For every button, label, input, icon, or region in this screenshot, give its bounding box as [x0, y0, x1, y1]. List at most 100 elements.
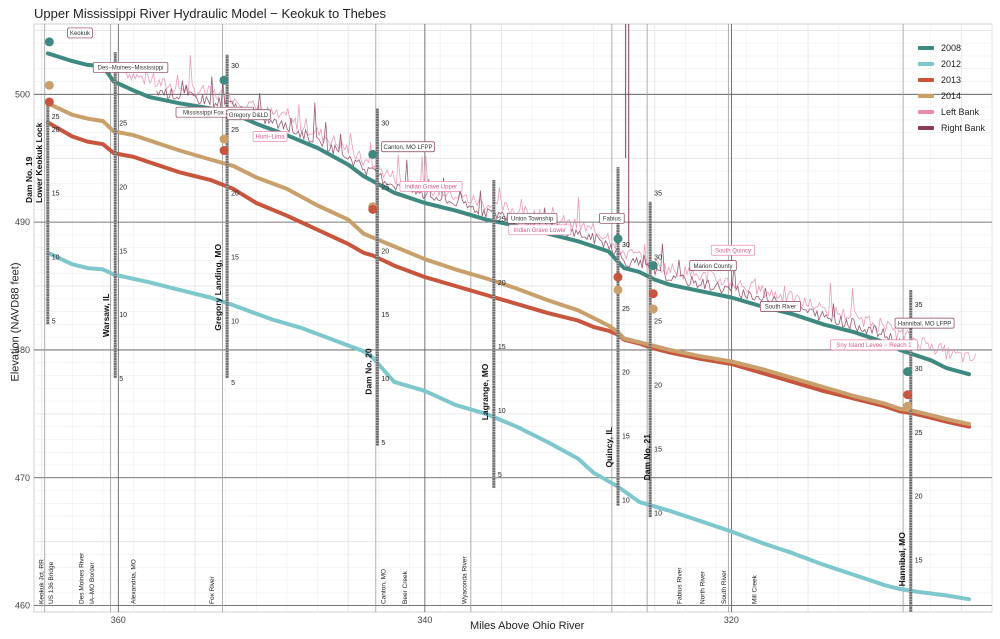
bank-label-box — [689, 260, 737, 271]
gauge-tick-label: 5 — [231, 380, 235, 387]
legend-label: 2012 — [941, 59, 962, 69]
bank-label: Mississippi Fox 2 Lower — [183, 110, 247, 116]
gauge-tick-label: 25 — [498, 216, 506, 223]
gauge-staff — [648, 201, 652, 518]
y-axis-title: Elevation (NAVD88 feet) — [9, 262, 22, 382]
x-tick-label: 360 — [111, 615, 126, 625]
series-line-2012 — [45, 250, 971, 602]
bank-label-box — [226, 109, 271, 121]
gauge-name-label: Warsaw, IL — [101, 293, 111, 337]
bank-label: Sny Island Levee − Reach 1 — [836, 343, 912, 349]
gauge-tick-label: 25 — [52, 114, 60, 121]
bank-label: Hunt–Lima — [256, 135, 286, 141]
bank-label: Des−Moines–Mississippi — [98, 66, 164, 72]
legend-key — [918, 78, 934, 82]
station-marker-2013 — [613, 272, 623, 282]
series-line-2013 — [45, 120, 971, 429]
bank-label-box — [92, 62, 169, 73]
station-marker-2013 — [648, 289, 658, 299]
gauge-tick-label: 20 — [622, 370, 630, 377]
location-label: Keokuk Jct. RR — [39, 559, 46, 604]
gauge-name-label: Hannibal, MO — [897, 532, 907, 587]
bank-label: Canton, MO LFPP — [383, 145, 432, 151]
legend-item: 2012 — [918, 56, 985, 72]
gauge-tick-label: 10 — [119, 312, 127, 319]
gauge-tick-label: 15 — [654, 446, 662, 453]
location-label: Beer Creek — [402, 570, 409, 604]
gauge-tick-label: 10 — [498, 408, 506, 415]
gauge-staff — [616, 167, 620, 506]
y-tick-label: 470 — [15, 473, 30, 483]
gauge-staff — [492, 179, 496, 489]
gauge-tick-label: 10 — [381, 376, 389, 383]
bank-label: Indian Grave Lower — [514, 228, 566, 234]
bank-label-box — [67, 27, 93, 39]
location-label: South River — [721, 569, 728, 604]
gauge-tick-label: 5 — [381, 440, 385, 447]
bank-label: Union Township — [511, 216, 554, 222]
legend-item: 2013 — [918, 72, 985, 88]
location-label: Fabius River — [676, 567, 683, 604]
gauge-tick-label: 35 — [915, 302, 923, 309]
legend-label: Right Bank — [941, 123, 986, 133]
bank-label: Hannibal, MO LFPP — [898, 321, 951, 327]
gauge-tick-label: 35 — [654, 191, 662, 198]
legend-key — [918, 126, 934, 130]
bank-label-box — [399, 180, 463, 192]
bank-label-box — [599, 212, 625, 224]
station-marker-2008 — [613, 234, 623, 244]
station-marker-2014 — [613, 285, 623, 295]
gauge-tick-label: 30 — [231, 63, 239, 70]
gauge-name-label: Lower Keokuk Lock — [34, 122, 44, 203]
gauge-tick-label: 10 — [622, 498, 630, 505]
bank-label-box — [381, 141, 435, 153]
location-label: US 136 Bridge — [48, 561, 55, 604]
gauge-tick-label: 25 — [381, 184, 389, 191]
station-marker-2008 — [219, 75, 229, 85]
y-tick-label: 500 — [15, 89, 30, 99]
legend-key — [918, 94, 934, 98]
right-bank-line — [156, 76, 901, 347]
location-label: North River — [699, 570, 706, 604]
gauge-tick-label: 25 — [119, 120, 127, 127]
gauge-name-label: Dam No. 21 — [642, 434, 652, 481]
gauge-tick-label: 20 — [119, 184, 127, 191]
location-label: Mill Creek — [751, 574, 758, 604]
gauge-tick-label: 15 — [498, 344, 506, 351]
y-tick-label: 460 — [15, 601, 30, 611]
gauge-tick-label: 5 — [52, 319, 56, 326]
gauge-tick-label: 5 — [498, 472, 502, 479]
location-label: IA–MO Border — [89, 562, 96, 604]
gauge-tick-label: 15 — [231, 255, 239, 262]
gauge-tick-label: 20 — [52, 127, 60, 134]
series-line-2014 — [45, 101, 971, 427]
station-marker-2013 — [219, 146, 229, 156]
bank-label-box — [759, 301, 801, 312]
bank-label: Keokuk — [70, 31, 91, 37]
station-marker-2008 — [648, 261, 658, 271]
gauge-tick-label: 10 — [52, 255, 60, 262]
x-tick-label: 320 — [724, 615, 739, 625]
gauge-tick-label: 15 — [119, 248, 127, 255]
gauge-tick-label: 15 — [915, 558, 923, 565]
y-tick-label: 490 — [15, 217, 30, 227]
station-marker-2014 — [648, 304, 658, 314]
legend: 2008 2012 2013 2014 Left Bank Right Bank — [918, 40, 985, 136]
legend-label: 2014 — [941, 91, 962, 101]
bank-label-box — [894, 317, 955, 329]
bank-label: Marion County — [694, 264, 733, 270]
location-label: Alexandria, MO — [131, 559, 138, 604]
station-marker-2008 — [44, 37, 54, 47]
bank-label: South Quincy — [715, 248, 751, 254]
legend-label: 2008 — [941, 43, 962, 53]
station-marker-2008 — [368, 149, 378, 159]
bank-label-box — [710, 244, 756, 256]
bank-label: Gregory D&LD — [229, 113, 269, 119]
gauge-tick-label: 20 — [381, 248, 389, 255]
gauge-name-label: Gregory Landing, MO — [213, 244, 223, 331]
gauge-tick-label: 5 — [119, 376, 123, 383]
gauge-tick-label: 30 — [381, 120, 389, 127]
station-marker-2013 — [903, 390, 913, 400]
y-tick-label: 480 — [15, 345, 30, 355]
